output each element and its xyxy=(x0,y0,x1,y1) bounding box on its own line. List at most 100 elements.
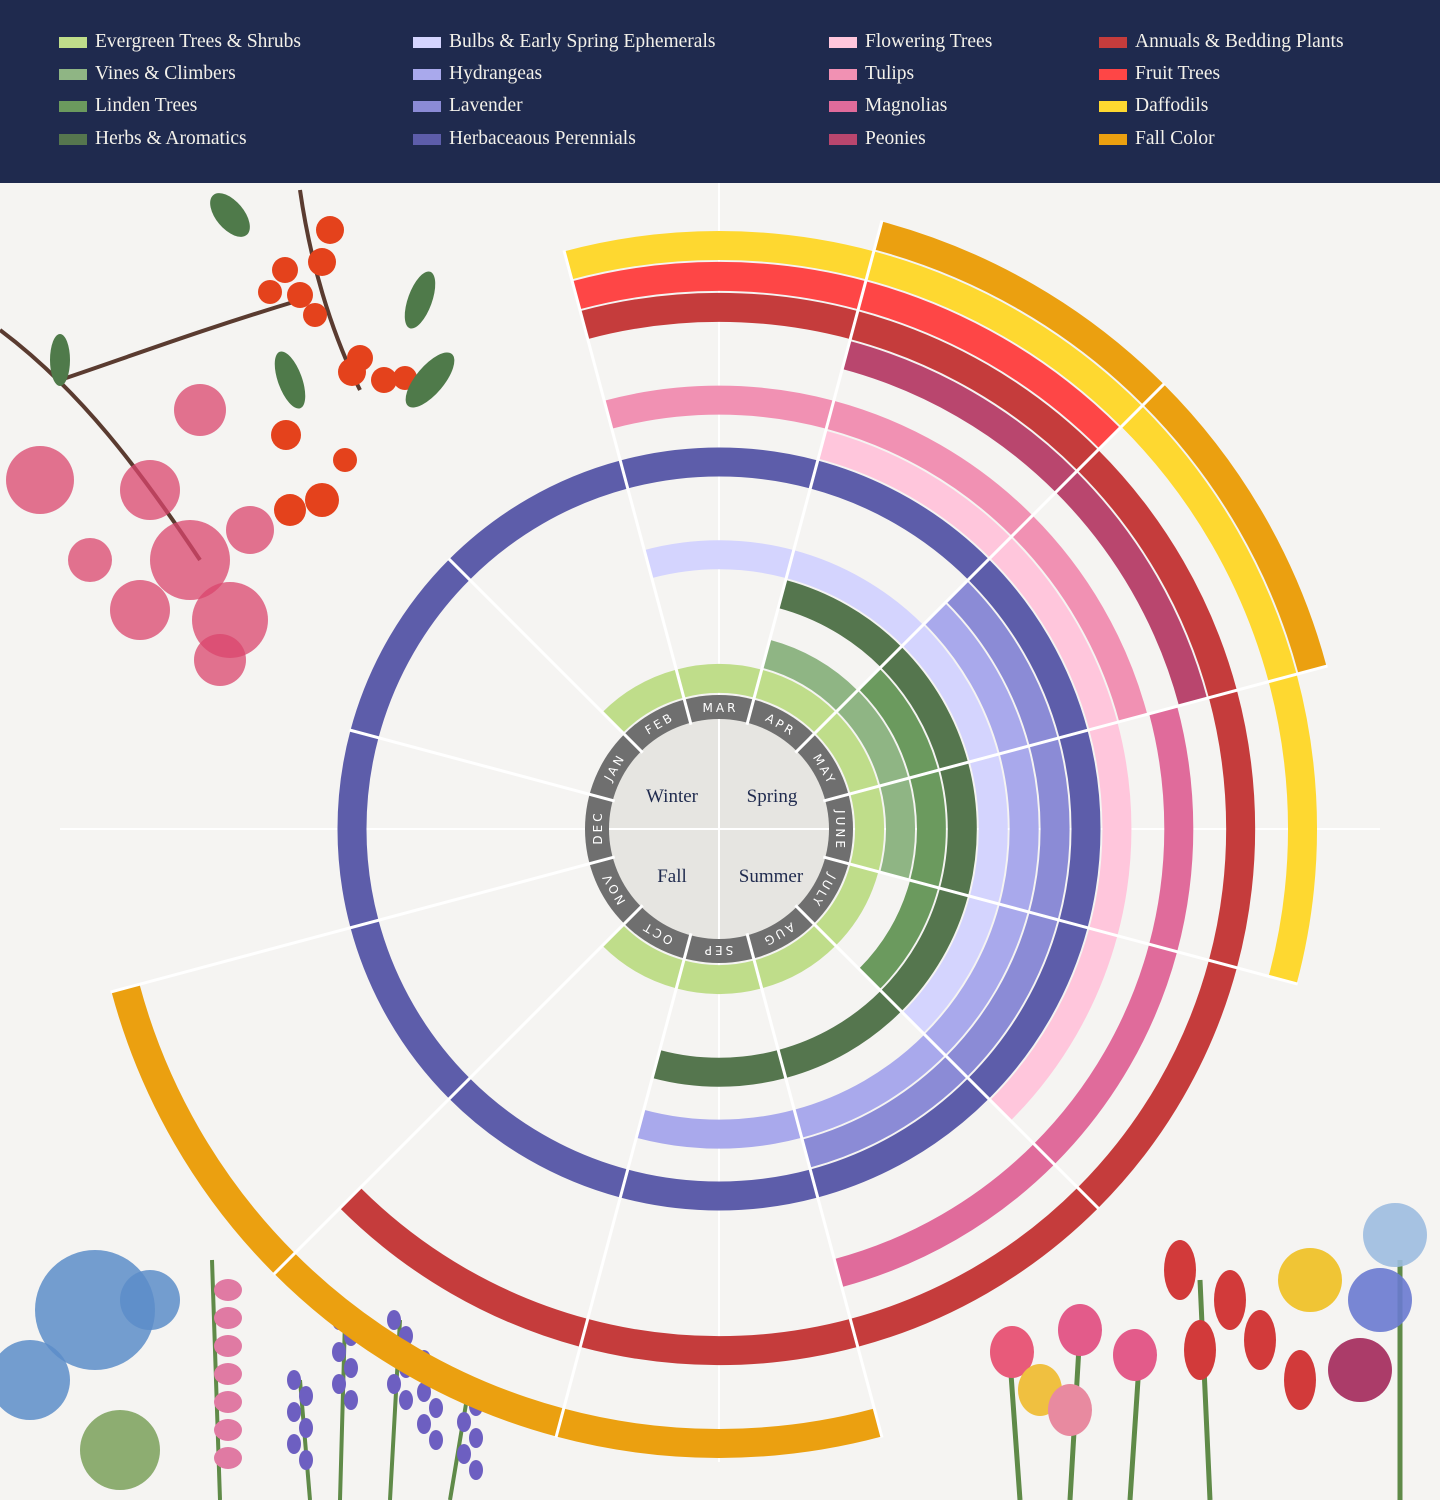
legend-label: Hydrangeas xyxy=(449,63,543,84)
bloom-segment xyxy=(1055,471,1208,706)
bloom-segment xyxy=(778,990,902,1079)
legend-label: Lavender xyxy=(449,95,523,116)
legend-item: Annuals & Bedding Plants xyxy=(1099,31,1344,53)
legend-label: Tulips xyxy=(865,63,915,84)
month-separators xyxy=(110,220,1328,1438)
legend-swatch xyxy=(413,133,441,145)
bloom-segment xyxy=(880,888,969,1012)
legend-label: Flowering Trees xyxy=(865,31,993,52)
bloom-segment xyxy=(449,460,628,580)
bloom-segment xyxy=(1033,944,1178,1165)
bloom-segment xyxy=(636,1109,802,1149)
bloom-segment xyxy=(602,669,684,733)
bloom-segment xyxy=(1089,722,1132,936)
bloom-segment xyxy=(924,904,1028,1056)
bloom-segment xyxy=(1149,706,1194,952)
legend-swatch xyxy=(1099,133,1127,145)
legend-label: Fall Color xyxy=(1135,128,1215,149)
bloom-segment xyxy=(644,540,794,579)
legend-swatch xyxy=(59,100,87,112)
bloom-segment xyxy=(850,1187,1099,1347)
season-label-summer: Summer xyxy=(739,866,804,887)
legend-label: Herbaceaous Perennials xyxy=(449,128,636,149)
bloom-segment xyxy=(1268,674,1318,984)
legend-swatch xyxy=(1099,36,1127,48)
season-label-winter: Winter xyxy=(646,786,699,807)
hydrangea-illustration xyxy=(0,1250,180,1490)
month-separator-line xyxy=(745,932,884,1438)
bloom-segment xyxy=(620,1169,818,1211)
legend-swatch xyxy=(829,100,857,112)
bloom-segment xyxy=(1121,406,1297,682)
bloom-segment xyxy=(604,385,834,429)
legend-swatch xyxy=(59,68,87,80)
month-label: JUNE xyxy=(833,809,847,851)
bloom-segment xyxy=(1143,384,1327,674)
botanical-illustrations xyxy=(0,189,1427,1500)
legend-swatch xyxy=(59,36,87,48)
month-separator-line xyxy=(822,664,1328,803)
bloom-segments xyxy=(111,221,1327,1458)
bloom-segment xyxy=(815,864,879,946)
month-separator-line xyxy=(272,904,644,1276)
month-separator-line xyxy=(562,250,693,726)
bloom-segment xyxy=(990,537,1118,730)
bloom-segment xyxy=(449,1078,628,1198)
bloom-segment xyxy=(880,778,915,880)
bloom-segment xyxy=(815,712,879,794)
legend-label: Herbs & Aromatics xyxy=(95,128,247,149)
legend-item: Herbaceaous Perennials xyxy=(413,128,636,150)
legend-item: Fall Color xyxy=(1099,128,1215,150)
bloom-segment xyxy=(902,896,998,1034)
legend-item: Magnolias xyxy=(829,95,947,117)
month-label: SEP xyxy=(702,943,733,957)
legend-header: Evergreen Trees & Shrubs Vines & Climbers… xyxy=(0,0,1440,183)
bloom-segment xyxy=(762,639,858,711)
bloom-segment xyxy=(880,646,969,770)
bloom-segment xyxy=(802,1056,967,1168)
legend-item: Tulips xyxy=(829,63,914,85)
bloom-segment xyxy=(350,920,470,1099)
bloom-segment xyxy=(676,663,762,698)
bloom-segment xyxy=(786,550,924,646)
bloom-segment xyxy=(339,1187,588,1347)
bloom-segment xyxy=(572,261,866,310)
legend-item: Herbs & Aromatics xyxy=(59,128,247,150)
bloom-segment xyxy=(1077,960,1237,1209)
legend-swatch xyxy=(413,68,441,80)
season-label-fall: Fall xyxy=(657,866,687,887)
legend-item: Lavender xyxy=(413,95,523,117)
bloom-segment xyxy=(1012,515,1148,722)
legend-swatch xyxy=(413,36,441,48)
bloom-segment xyxy=(946,581,1058,746)
season-label-spring: Spring xyxy=(747,786,798,807)
legend-label: Magnolias xyxy=(865,95,948,116)
month-separator-line xyxy=(554,932,693,1438)
bloom-segment xyxy=(564,230,874,280)
bloom-segment xyxy=(274,1253,564,1437)
month-label: MAR xyxy=(703,701,739,715)
legend-label: Bulbs & Early Spring Ephemerals xyxy=(449,31,716,52)
bloom-segment xyxy=(842,340,1077,493)
bloom-segment xyxy=(580,1318,858,1366)
blossom-cluster-illustration xyxy=(6,384,274,686)
bloom-segment xyxy=(969,754,1008,904)
tulips-pansies-illustration xyxy=(990,1203,1427,1500)
bloom-segment xyxy=(968,559,1088,738)
bloom-segment xyxy=(834,1143,1055,1288)
hawthorn-berries-illustration xyxy=(0,189,455,562)
legend-swatch xyxy=(829,36,857,48)
bloom-segment xyxy=(111,984,295,1274)
month-separator-line xyxy=(822,855,1298,986)
legend-item: Daffodils xyxy=(1099,95,1208,117)
bloom-segment xyxy=(810,1078,989,1198)
legend-item: Flowering Trees xyxy=(829,31,992,53)
bloom-segment xyxy=(778,579,902,668)
bloom-segment xyxy=(1208,690,1256,968)
bloom-segment xyxy=(754,669,836,733)
legend-swatch xyxy=(413,100,441,112)
bloom-segment xyxy=(939,762,977,896)
bloom-segment xyxy=(1059,730,1101,928)
bloom-segment xyxy=(602,925,684,989)
